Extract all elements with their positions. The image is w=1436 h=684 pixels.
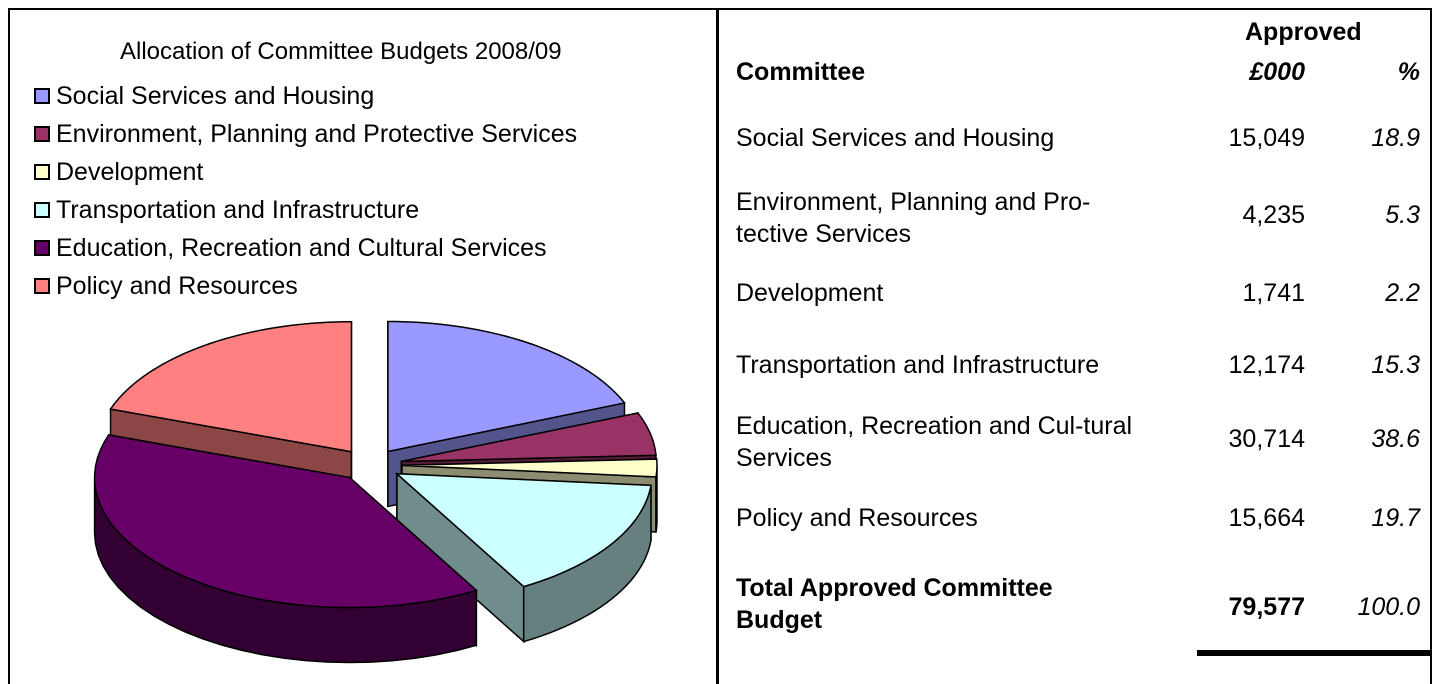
table-row-amount: 15,049 [1228, 124, 1305, 152]
legend-entry: Transportation and Infrastructure [34, 196, 577, 234]
legend-label: Policy and Resources [56, 272, 298, 300]
table-row-name: Environment, Planning and Pro-tective Se… [736, 188, 1091, 248]
legend-label: Transportation and Infrastructure [56, 196, 420, 224]
legend-entry: Social Services and Housing [34, 82, 577, 120]
table-row-percent: 2.2 [1385, 279, 1420, 307]
legend-swatch [34, 164, 50, 180]
legend-swatch [34, 126, 50, 142]
table-row-name: Development [736, 279, 884, 307]
total-row-amount: 79,577 [1228, 593, 1305, 621]
header-approved: Approved [1245, 18, 1362, 46]
chart-panel: Allocation of Committee Budgets 2008/09 … [10, 10, 716, 684]
legend-label: Education, Recreation and Cultural Servi… [56, 234, 547, 262]
legend-swatch [34, 240, 50, 256]
legend-label: Social Services and Housing [56, 82, 375, 110]
legend-label: Environment, Planning and Protective Ser… [56, 120, 578, 148]
legend-entry: Policy and Resources [34, 272, 577, 310]
table-row-amount: 30,714 [1228, 425, 1305, 453]
table-row-amount: 1,741 [1242, 279, 1305, 307]
pie-chart [93, 320, 658, 664]
chart-legend: Social Services and Housing Environment, … [34, 82, 577, 310]
pie-slice [394, 472, 652, 644]
legend-swatch [34, 202, 50, 218]
table-row-name: Policy and Resources [736, 504, 978, 532]
total-row-percent: 100.0 [1357, 593, 1420, 621]
pie-slice [93, 434, 478, 664]
table-row-name: Social Services and Housing [736, 124, 1055, 152]
table-row-amount: 12,174 [1228, 351, 1305, 379]
table-row-percent: 5.3 [1385, 201, 1420, 229]
frame-divider [716, 8, 719, 684]
table-row-percent: 38.6 [1371, 425, 1420, 453]
legend-entry: Development [34, 158, 577, 196]
header-amount: £000 [1249, 58, 1305, 86]
total-underline [1197, 650, 1432, 656]
table-row-name: Transportation and Infrastructure [736, 351, 1100, 379]
legend-label: Development [56, 158, 204, 186]
frame-top-border [8, 8, 1432, 10]
header-percent: % [1397, 58, 1420, 86]
frame-left-border [8, 8, 10, 684]
frame-right-border [1430, 8, 1432, 684]
table-row-name: Education, Recreation and Cul-tural Serv… [736, 412, 1133, 472]
legend-entry: Environment, Planning and Protective Ser… [34, 120, 577, 158]
legend-swatch [34, 88, 50, 104]
legend-entry: Education, Recreation and Cultural Servi… [34, 234, 577, 272]
legend-swatch [34, 278, 50, 294]
table-row-percent: 18.9 [1371, 124, 1420, 152]
table-row-percent: 15.3 [1371, 351, 1420, 379]
table-row-amount: 4,235 [1242, 201, 1305, 229]
header-committee: Committee [736, 58, 866, 86]
table-row-percent: 19.7 [1371, 504, 1420, 532]
chart-title: Allocation of Committee Budgets 2008/09 [120, 38, 562, 65]
total-row-name: Total Approved Committee Budget [736, 574, 1053, 634]
table-row-amount: 15,664 [1228, 504, 1305, 532]
